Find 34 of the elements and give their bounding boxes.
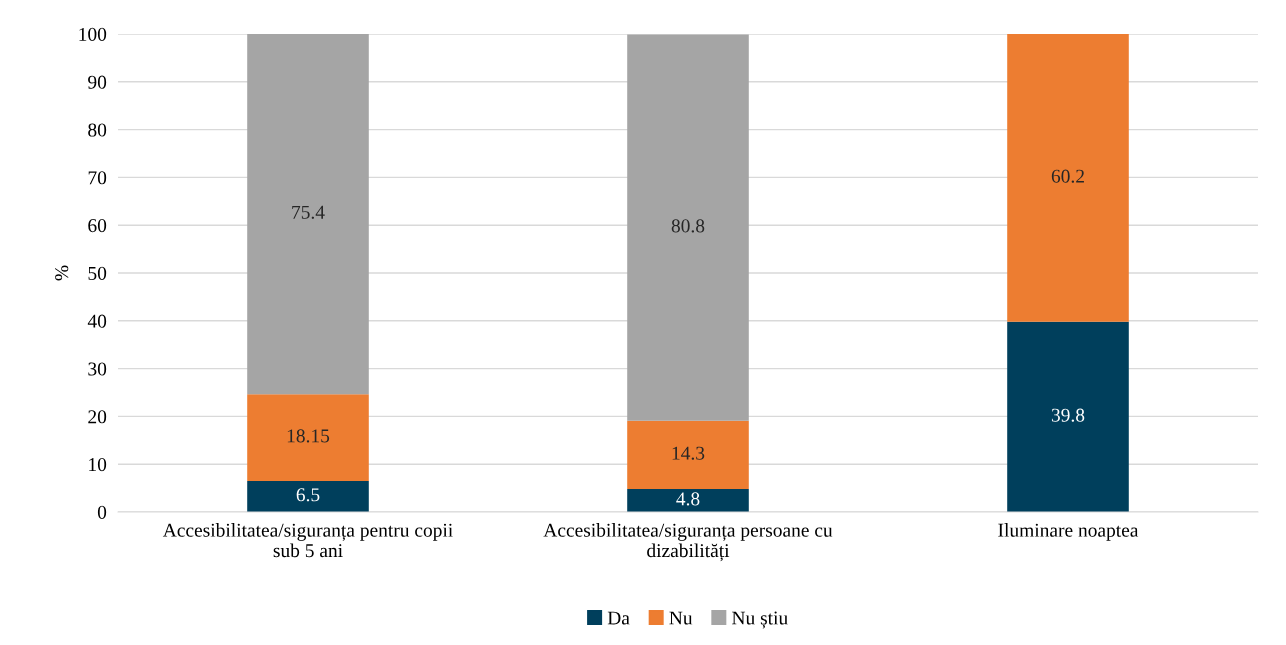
data-label: 18.15 (287, 429, 330, 443)
y-tick-label: 10 (89, 458, 107, 472)
data-label: 60.2 (1051, 169, 1084, 183)
y-tick-label: 40 (87, 314, 107, 328)
y-tick-label: 50 (88, 266, 107, 280)
bar (1007, 321, 1129, 512)
bar (247, 34, 369, 395)
y-tick-label: 90 (88, 75, 107, 89)
bar (627, 489, 749, 512)
y-tick-label: 20 (88, 410, 107, 424)
bar (247, 394, 369, 481)
y-axis-title: % (55, 265, 69, 281)
y-tick-label: 60 (88, 219, 107, 233)
x-tick-label: Iluminare noaptea (998, 523, 1139, 541)
bar (627, 420, 749, 490)
data-label: 80.8 (671, 219, 705, 233)
y-tick-label: 100 (79, 27, 107, 41)
data-label: 14.3 (672, 446, 705, 460)
y-tick-label: 80 (88, 123, 107, 137)
data-label: 4.8 (676, 492, 700, 506)
bar (627, 34, 749, 421)
y-tick-label: 70 (88, 171, 107, 185)
data-label: 39.8 (1051, 408, 1085, 422)
bar (1007, 34, 1129, 322)
bar (247, 480, 369, 512)
y-tick-label: 30 (88, 362, 107, 376)
legend-label: Nu (669, 611, 693, 625)
legend-label: Nu știu (732, 611, 788, 629)
y-tick-label: 0 (97, 505, 107, 519)
data-label: 6.5 (296, 488, 320, 502)
legend-label: Da (607, 611, 630, 625)
x-tick-label: Accesibilitatea/siguranța persoane cu dizabilități (543, 523, 833, 562)
data-label: 75.4 (292, 205, 325, 219)
x-tick-label: Accesibilitatea/siguranța pentru copii sub 5 ani (162, 523, 453, 558)
